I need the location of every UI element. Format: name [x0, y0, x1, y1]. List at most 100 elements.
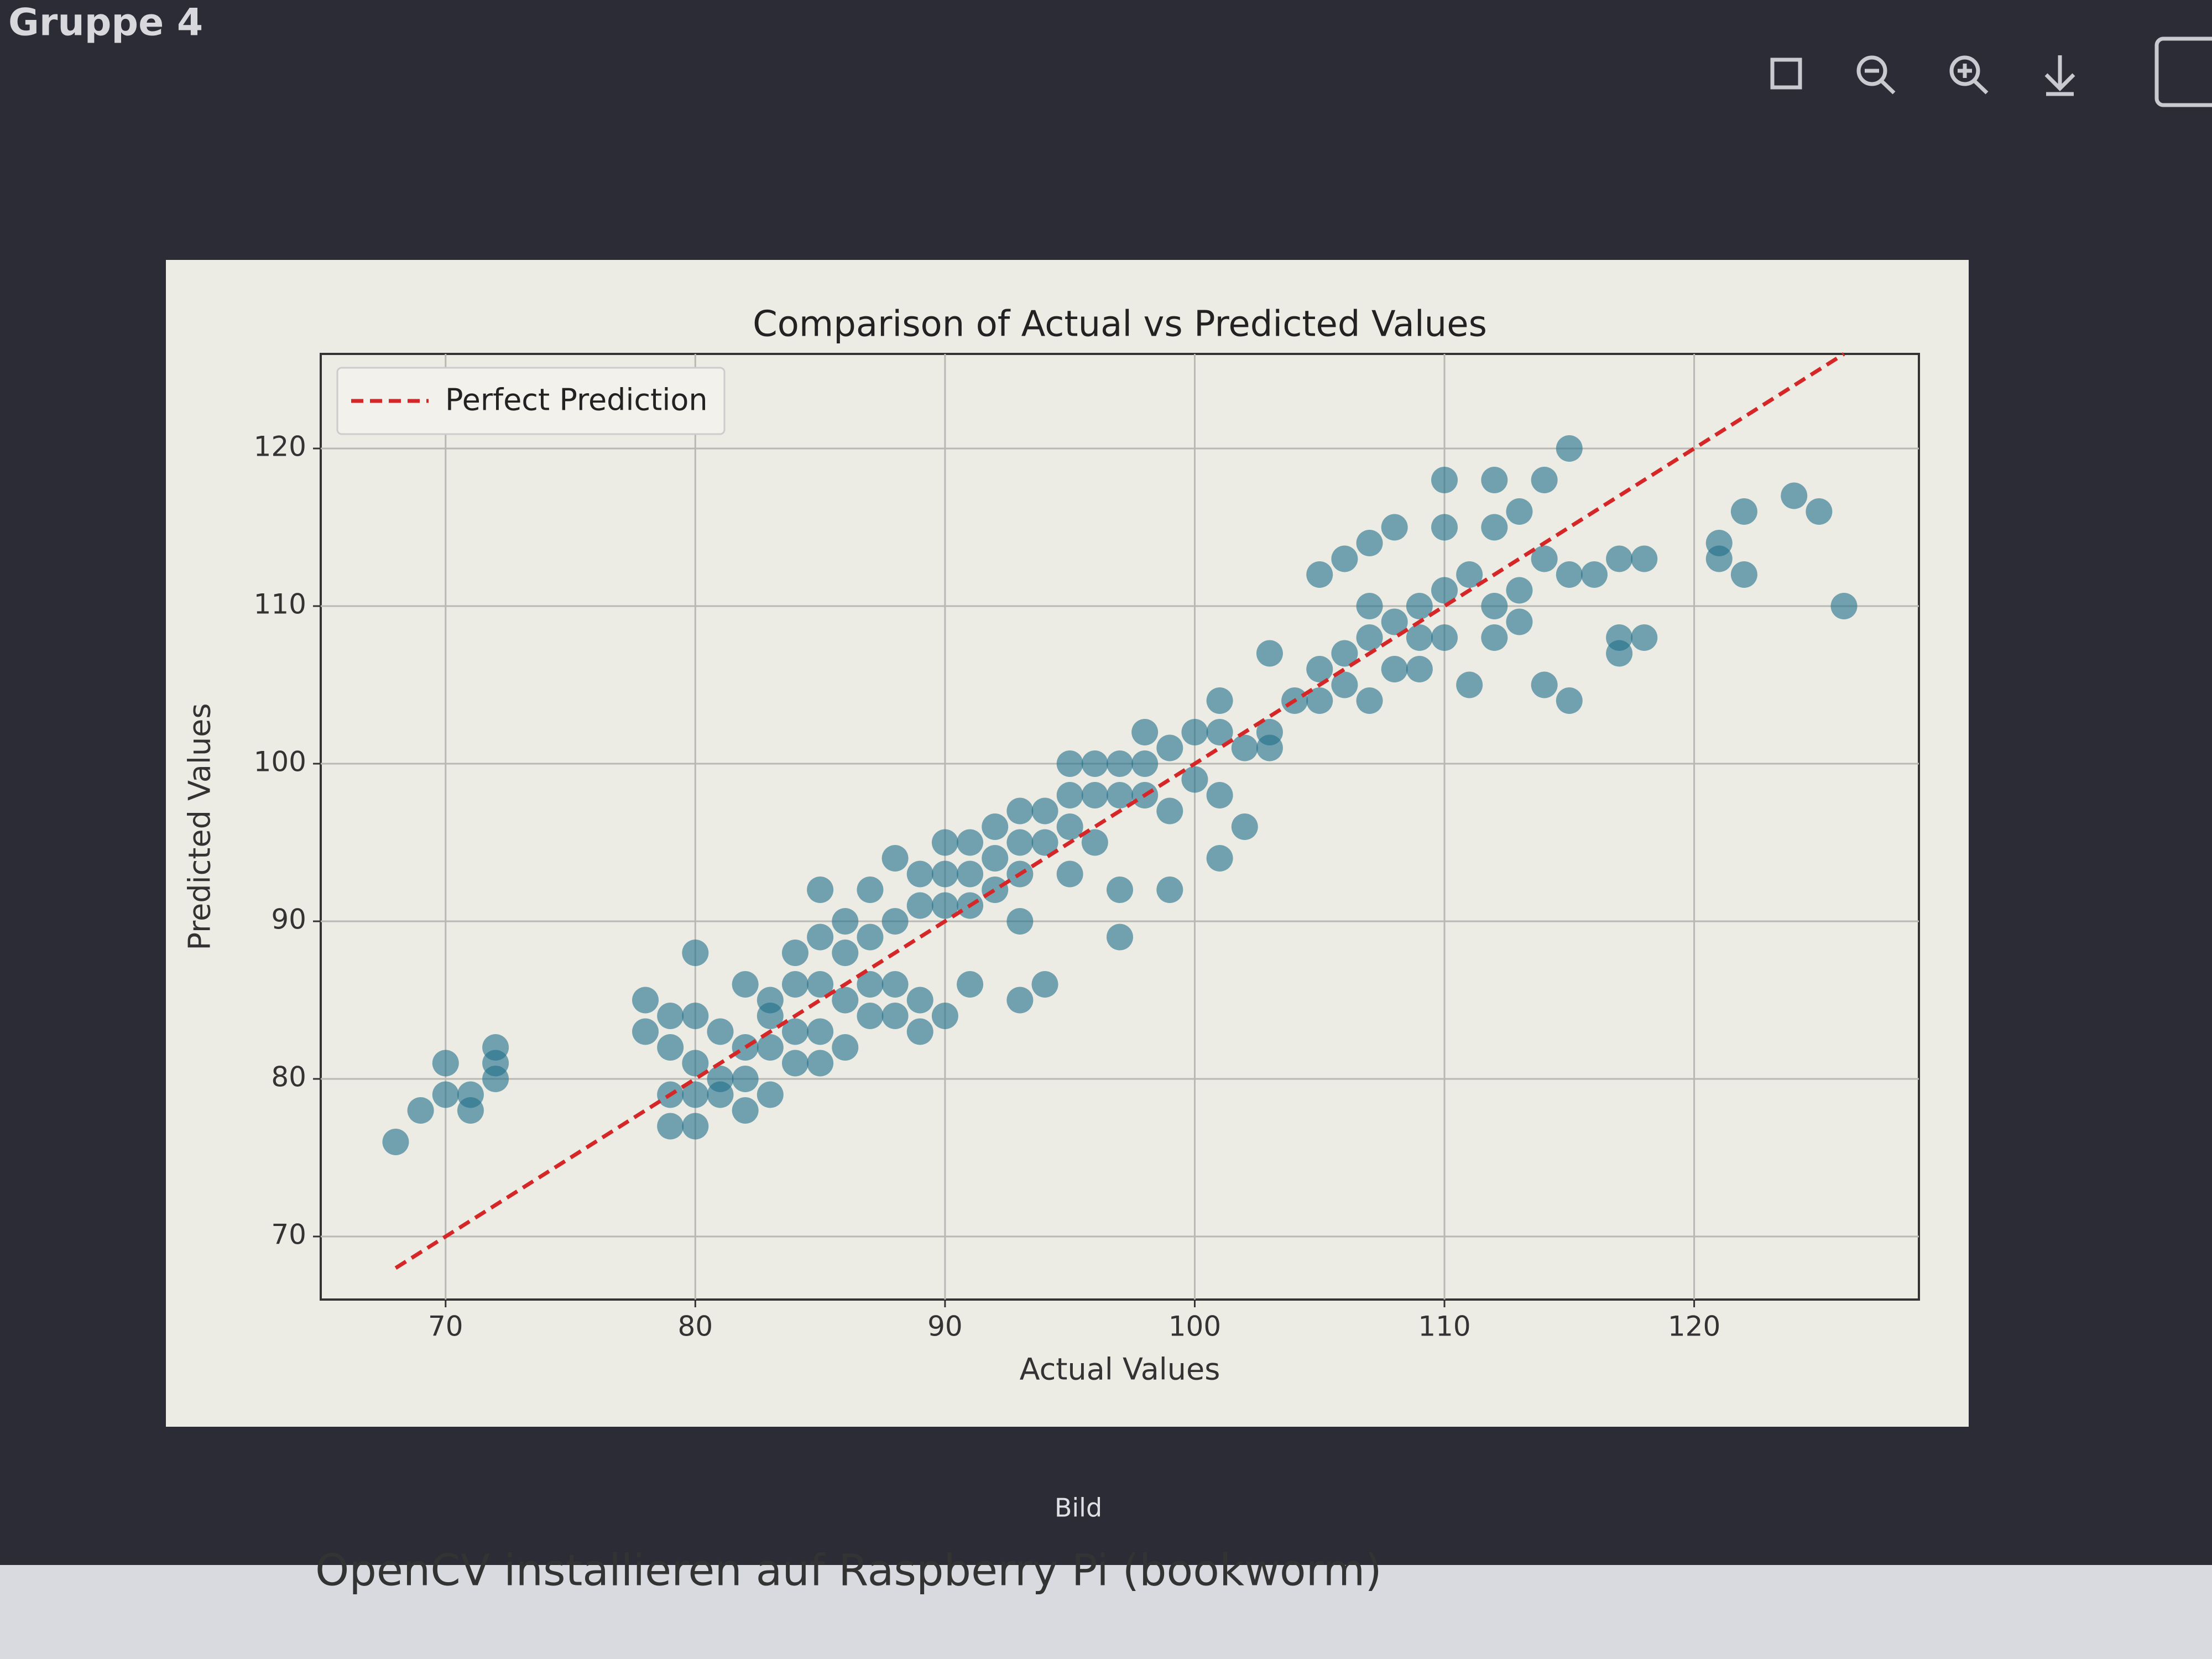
scatter-point	[732, 1066, 759, 1092]
scatter-point	[807, 971, 834, 998]
scatter-point	[757, 1034, 784, 1061]
plot-area	[320, 353, 1920, 1301]
scatter-point	[881, 845, 909, 872]
scatter-point	[1181, 766, 1208, 793]
scatter-point	[807, 924, 834, 951]
x-tick-label: 110	[1418, 1311, 1470, 1343]
scatter-point	[1331, 671, 1358, 698]
scatter-point	[857, 877, 884, 903]
chart: Comparison of Actual vs Predicted Values…	[182, 304, 1920, 1387]
article-title: OpenCV installieren auf Raspberry Pi (bo…	[315, 1546, 1382, 1595]
scatter-point	[1381, 608, 1408, 635]
scatter-point	[657, 1113, 684, 1140]
scatter-point	[1006, 797, 1034, 825]
scatter-point	[1356, 624, 1383, 651]
scatter-point	[832, 908, 859, 935]
scatter-point	[1131, 719, 1159, 745]
scatter-point	[1056, 813, 1083, 840]
scatter-point	[657, 1003, 684, 1029]
scatter-point	[881, 971, 909, 998]
scatter-point	[657, 1034, 684, 1061]
scatter-point	[1556, 435, 1583, 462]
article-strip	[0, 1565, 2212, 1659]
scatter-point	[732, 1097, 759, 1124]
viewer-title: Gruppe 4	[8, 1, 203, 45]
scatter-point	[757, 1003, 784, 1029]
scatter-point	[1631, 624, 1658, 651]
scatter-point	[832, 987, 859, 1014]
scatter-point	[1580, 561, 1608, 588]
scatter-point	[807, 877, 834, 903]
scatter-point	[1431, 624, 1458, 651]
scatter-point	[457, 1081, 484, 1108]
zoom-in-button[interactable]	[1949, 55, 1989, 95]
scatter-point	[1556, 561, 1583, 588]
scatter-point	[1431, 467, 1458, 493]
scatter-point	[1406, 624, 1433, 651]
scatter-point	[1431, 514, 1458, 541]
scatter-point	[732, 1034, 759, 1061]
scatter-point	[1081, 750, 1108, 777]
scatter-point	[1056, 860, 1083, 888]
scatter-point	[1081, 782, 1108, 808]
scatter-point	[432, 1050, 459, 1077]
fit-button[interactable]	[1770, 58, 1802, 90]
x-axis-label: Actual Values	[1020, 1352, 1220, 1387]
scatter-point	[1107, 877, 1133, 903]
scatter-point	[906, 892, 933, 919]
scatter-point	[807, 1018, 834, 1045]
scatter-point	[1031, 971, 1058, 998]
scatter-point	[1107, 782, 1133, 808]
scatter-point	[1481, 624, 1508, 651]
scatter-point	[407, 1097, 434, 1124]
x-tick-label: 80	[678, 1311, 713, 1343]
scatter-point	[982, 877, 1009, 903]
scatter-point	[1031, 797, 1058, 825]
y-axis-label: Predicted Values	[182, 703, 217, 950]
zoom-out-button[interactable]	[1856, 55, 1896, 95]
scatter-point	[682, 1081, 709, 1108]
scatter-point	[1107, 924, 1133, 951]
scatter-point	[1531, 545, 1558, 572]
scatter-point	[1031, 829, 1058, 856]
scatter-point	[832, 1034, 859, 1061]
scatter-point	[1456, 561, 1483, 588]
scatter-point	[857, 971, 884, 998]
scatter-point	[1381, 514, 1408, 541]
scatter-point	[982, 813, 1009, 840]
scatter-point	[1606, 640, 1633, 667]
download-button[interactable]	[2044, 55, 2075, 96]
scatter-point	[1231, 813, 1258, 840]
scatter-point	[1606, 545, 1633, 572]
scatter-point	[957, 971, 984, 998]
scatter-point	[957, 829, 984, 856]
scatter-point	[957, 860, 984, 888]
scatter-point	[632, 987, 659, 1014]
scatter-point	[482, 1034, 509, 1061]
scatter-point	[781, 1018, 808, 1045]
x-tick-label: 70	[428, 1311, 463, 1343]
scatter-point	[1306, 656, 1333, 682]
scatter-point	[1806, 498, 1833, 525]
side-button[interactable]	[2154, 36, 2212, 107]
scatter-point	[906, 987, 933, 1014]
scatter-point	[1306, 561, 1333, 588]
scatter-point	[1506, 577, 1533, 604]
scatter-point	[1431, 577, 1458, 604]
scatter-point	[1506, 498, 1533, 525]
scatter-point	[1456, 671, 1483, 698]
scatter-point	[781, 1050, 808, 1077]
scatter-point	[1006, 829, 1034, 856]
scatter-point	[1006, 987, 1034, 1014]
scatter-point	[682, 1113, 709, 1140]
scatter-point	[1306, 687, 1333, 714]
y-tick-label: 70	[271, 1219, 306, 1251]
scatter-point	[1481, 467, 1508, 493]
x-tick-label: 90	[927, 1311, 963, 1343]
y-tick-label: 100	[254, 746, 306, 778]
scatter-point	[881, 908, 909, 935]
scatter-point	[1081, 829, 1108, 856]
scatter-point	[1056, 782, 1083, 808]
y-tick-label: 110	[254, 588, 306, 620]
scatter-point	[1131, 750, 1159, 777]
